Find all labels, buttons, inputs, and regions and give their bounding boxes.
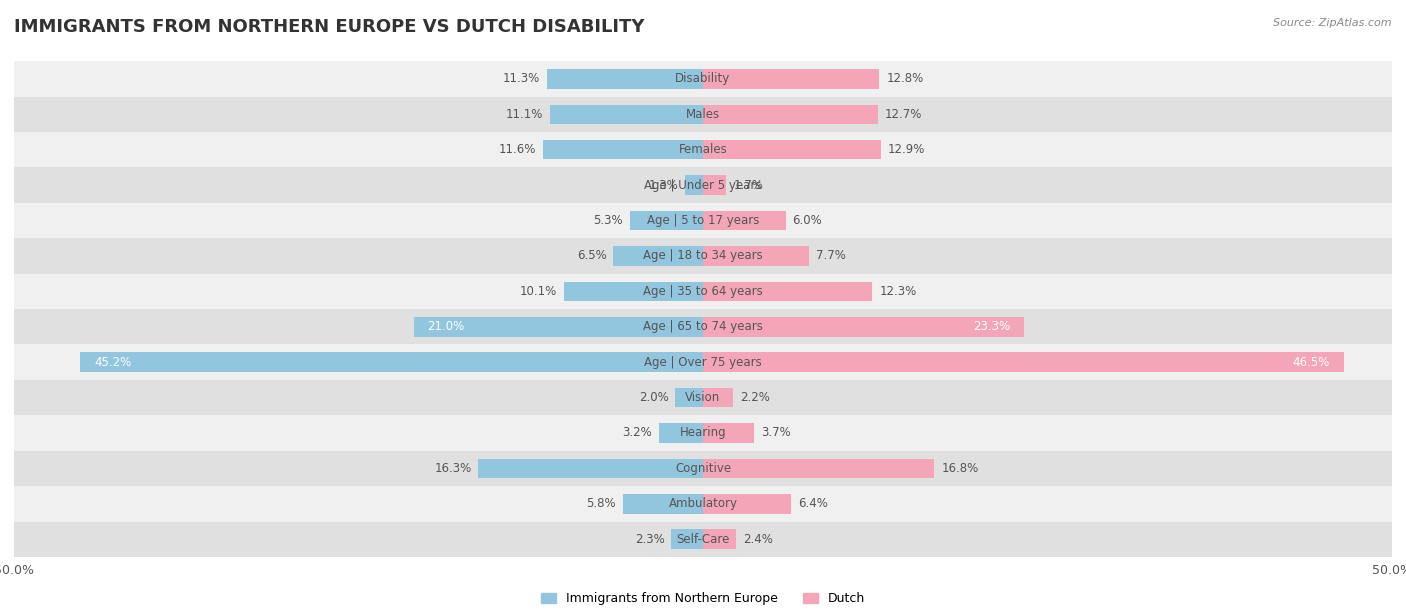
- Text: 16.3%: 16.3%: [434, 462, 471, 475]
- Bar: [703, 282, 873, 301]
- Bar: [14, 309, 1392, 345]
- Bar: [14, 380, 1392, 416]
- Bar: [703, 69, 879, 89]
- Text: 46.5%: 46.5%: [1292, 356, 1330, 368]
- Text: 2.3%: 2.3%: [634, 532, 665, 546]
- Text: 5.8%: 5.8%: [586, 498, 616, 510]
- Bar: [14, 416, 1392, 450]
- Text: Self-Care: Self-Care: [676, 532, 730, 546]
- Text: 12.8%: 12.8%: [886, 72, 924, 86]
- Text: 5.3%: 5.3%: [593, 214, 623, 227]
- Bar: [659, 424, 703, 442]
- Bar: [14, 97, 1392, 132]
- Text: 11.1%: 11.1%: [506, 108, 543, 121]
- Text: 11.6%: 11.6%: [499, 143, 536, 156]
- Legend: Immigrants from Northern Europe, Dutch: Immigrants from Northern Europe, Dutch: [536, 587, 870, 610]
- Text: Source: ZipAtlas.com: Source: ZipAtlas.com: [1274, 18, 1392, 28]
- Bar: [14, 486, 1392, 521]
- Text: 2.2%: 2.2%: [740, 391, 770, 404]
- Text: Ambulatory: Ambulatory: [668, 498, 738, 510]
- Bar: [703, 317, 1024, 337]
- Bar: [703, 105, 877, 124]
- Bar: [685, 176, 703, 195]
- Text: Age | Over 75 years: Age | Over 75 years: [644, 356, 762, 368]
- Text: 45.2%: 45.2%: [94, 356, 131, 368]
- Text: Males: Males: [686, 108, 720, 121]
- Text: Vision: Vision: [685, 391, 721, 404]
- Bar: [14, 521, 1392, 557]
- Text: 6.5%: 6.5%: [576, 250, 606, 263]
- Text: 16.8%: 16.8%: [942, 462, 979, 475]
- Bar: [478, 458, 703, 478]
- Bar: [564, 282, 703, 301]
- Text: Disability: Disability: [675, 72, 731, 86]
- Text: Age | 18 to 34 years: Age | 18 to 34 years: [643, 250, 763, 263]
- Text: 6.0%: 6.0%: [793, 214, 823, 227]
- Bar: [613, 246, 703, 266]
- Text: Age | 5 to 17 years: Age | 5 to 17 years: [647, 214, 759, 227]
- Bar: [14, 132, 1392, 168]
- Text: 1.3%: 1.3%: [648, 179, 678, 192]
- Bar: [703, 494, 792, 513]
- Text: 1.7%: 1.7%: [734, 179, 763, 192]
- Bar: [703, 353, 1344, 372]
- Bar: [14, 274, 1392, 309]
- Text: 10.1%: 10.1%: [520, 285, 557, 298]
- Bar: [14, 345, 1392, 380]
- Text: IMMIGRANTS FROM NORTHERN EUROPE VS DUTCH DISABILITY: IMMIGRANTS FROM NORTHERN EUROPE VS DUTCH…: [14, 18, 644, 36]
- Bar: [14, 61, 1392, 97]
- Text: Females: Females: [679, 143, 727, 156]
- Text: 11.3%: 11.3%: [503, 72, 540, 86]
- Bar: [80, 353, 703, 372]
- Text: 2.4%: 2.4%: [742, 532, 773, 546]
- Text: Hearing: Hearing: [679, 427, 727, 439]
- Text: Age | 65 to 74 years: Age | 65 to 74 years: [643, 320, 763, 334]
- Bar: [703, 140, 880, 160]
- Text: 6.4%: 6.4%: [799, 498, 828, 510]
- Bar: [623, 494, 703, 513]
- Text: 2.0%: 2.0%: [638, 391, 669, 404]
- Bar: [413, 317, 703, 337]
- Text: 7.7%: 7.7%: [815, 250, 846, 263]
- Bar: [14, 203, 1392, 238]
- Bar: [14, 238, 1392, 274]
- Bar: [550, 105, 703, 124]
- Bar: [671, 529, 703, 549]
- Text: 12.3%: 12.3%: [879, 285, 917, 298]
- Bar: [703, 176, 727, 195]
- Bar: [543, 140, 703, 160]
- Bar: [14, 168, 1392, 203]
- Text: 12.7%: 12.7%: [884, 108, 922, 121]
- Bar: [703, 246, 808, 266]
- Bar: [703, 424, 754, 442]
- Text: Age | 35 to 64 years: Age | 35 to 64 years: [643, 285, 763, 298]
- Bar: [630, 211, 703, 230]
- Bar: [14, 450, 1392, 486]
- Bar: [703, 458, 935, 478]
- Text: 21.0%: 21.0%: [427, 320, 464, 334]
- Text: 3.2%: 3.2%: [623, 427, 652, 439]
- Text: 3.7%: 3.7%: [761, 427, 790, 439]
- Bar: [675, 388, 703, 408]
- Text: 23.3%: 23.3%: [973, 320, 1011, 334]
- Bar: [703, 388, 734, 408]
- Text: Cognitive: Cognitive: [675, 462, 731, 475]
- Bar: [547, 69, 703, 89]
- Text: 12.9%: 12.9%: [887, 143, 925, 156]
- Bar: [703, 211, 786, 230]
- Text: Age | Under 5 years: Age | Under 5 years: [644, 179, 762, 192]
- Bar: [703, 529, 737, 549]
